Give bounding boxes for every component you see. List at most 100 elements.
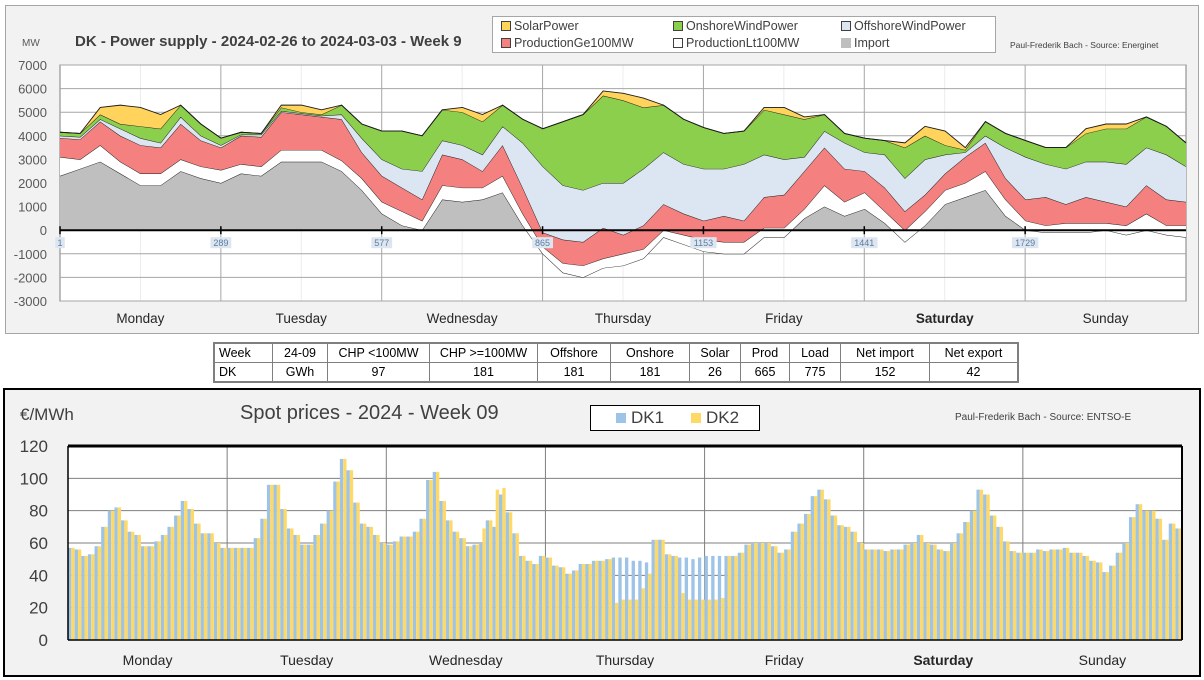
price-credit: Paul-Frederik Bach - Source: ENTSO-E (955, 412, 1132, 423)
bar-DK1 (651, 539, 655, 640)
bar-DK1 (499, 494, 503, 640)
bar-DK1 (1095, 562, 1100, 640)
day-label: Saturday (916, 311, 974, 326)
bar-DK2 (515, 533, 519, 640)
bar-DK2 (873, 549, 877, 640)
bar-DK1 (432, 471, 437, 640)
bar-DK1 (1049, 549, 1053, 640)
bar-DK1 (107, 510, 112, 640)
bar-DK2 (860, 543, 864, 640)
bar-DK2 (595, 560, 599, 640)
bar-DK2 (402, 536, 407, 640)
day-label: Thursday (596, 652, 654, 668)
bar-DK2 (701, 599, 705, 640)
bar-DK2 (734, 555, 738, 640)
bar-DK1 (1109, 565, 1113, 640)
bar-DK1 (996, 526, 1000, 640)
bar-DK2 (124, 520, 128, 640)
bar-DK1 (618, 557, 622, 640)
bar-DK1 (253, 538, 257, 640)
legend-label: Import (854, 36, 890, 50)
legend-label: ProductionGe100MW (514, 36, 634, 50)
day-label: Friday (765, 311, 803, 326)
bar-DK2 (263, 518, 267, 640)
bar-DK2 (117, 507, 122, 640)
bar-DK2 (807, 513, 811, 640)
bar-DK1 (1056, 549, 1060, 640)
bar-DK1 (187, 509, 191, 640)
legend-swatch (501, 21, 511, 31)
bar-DK1 (671, 555, 675, 640)
bar-DK2 (482, 528, 486, 640)
bar-DK1 (213, 543, 218, 640)
bar-DK1 (631, 560, 635, 640)
bar-DK1 (910, 543, 914, 640)
bar-DK1 (678, 557, 682, 640)
bar-DK1 (764, 543, 768, 640)
bar-DK2 (966, 521, 970, 640)
bar-DK1 (81, 555, 85, 640)
bar-DK2 (760, 543, 765, 640)
day-label: Tuesday (276, 311, 328, 326)
legend-swatch (673, 38, 683, 48)
bar-DK1 (1142, 510, 1146, 640)
bar-DK2 (581, 564, 586, 640)
bar-DK2 (1138, 504, 1143, 640)
bar-DK2 (237, 547, 241, 640)
legend-label: OffshoreWindPower (854, 19, 966, 33)
x-tick-label-bg (690, 237, 717, 249)
bar-DK2 (256, 538, 261, 640)
bar-DK1 (923, 543, 927, 640)
bar-DK2 (250, 547, 254, 640)
table-cell: 181 (537, 362, 611, 383)
bar-DK2 (144, 546, 148, 640)
day-label: Thursday (595, 311, 652, 326)
bar-DK2 (641, 588, 645, 640)
bar-DK2 (1105, 572, 1110, 640)
bar-DK2 (528, 560, 533, 640)
y-tick-label: 40 (29, 566, 48, 585)
bar-DK1 (220, 547, 224, 640)
bar-DK1 (465, 546, 470, 640)
day-label: Tuesday (280, 652, 333, 668)
bar-DK2 (1032, 552, 1037, 640)
bar-DK1 (386, 544, 390, 640)
bar-DK2 (283, 509, 287, 640)
bar-DK1 (273, 484, 277, 640)
legend-item-import: Import (841, 36, 889, 50)
bar-DK2 (747, 544, 751, 640)
bar-DK2 (376, 534, 380, 640)
y-tick-label: 0 (40, 223, 47, 238)
y-tick-label: -1000 (14, 247, 47, 262)
bar-DK2 (1092, 560, 1096, 640)
bar-DK2 (1145, 510, 1149, 640)
bar-DK2 (1059, 549, 1063, 640)
bar-DK1 (731, 555, 735, 640)
bar-DK2 (979, 489, 984, 640)
bar-DK1 (293, 534, 297, 640)
bar-DK2 (489, 520, 493, 640)
bar-DK2 (562, 567, 566, 640)
y-tick-label: 5000 (18, 105, 47, 120)
day-label: Sunday (1083, 311, 1129, 326)
bar-DK1 (810, 496, 814, 640)
bar-DK2 (177, 515, 181, 640)
bar-DK2 (926, 543, 931, 640)
bar-DK2 (648, 573, 652, 640)
bar-DK1 (1115, 552, 1120, 640)
bar-DK2 (668, 554, 672, 640)
bar-DK2 (973, 510, 977, 640)
bar-DK1 (797, 523, 801, 640)
bar-DK1 (180, 500, 185, 640)
y-tick-label: 120 (20, 437, 48, 456)
table-cell: 42 (929, 362, 1019, 383)
y-tick-label: 7000 (18, 58, 47, 73)
table-row: DK GWh 97 181 181 181 26 665 775 152 42 (213, 362, 1019, 383)
bar-DK2 (601, 560, 606, 640)
bar-DK2 (303, 544, 307, 640)
bar-DK1 (532, 564, 536, 640)
bar-DK2 (687, 599, 692, 640)
legend-swatch (691, 413, 701, 423)
bar-DK1 (837, 525, 841, 640)
bar-DK1 (286, 528, 291, 640)
